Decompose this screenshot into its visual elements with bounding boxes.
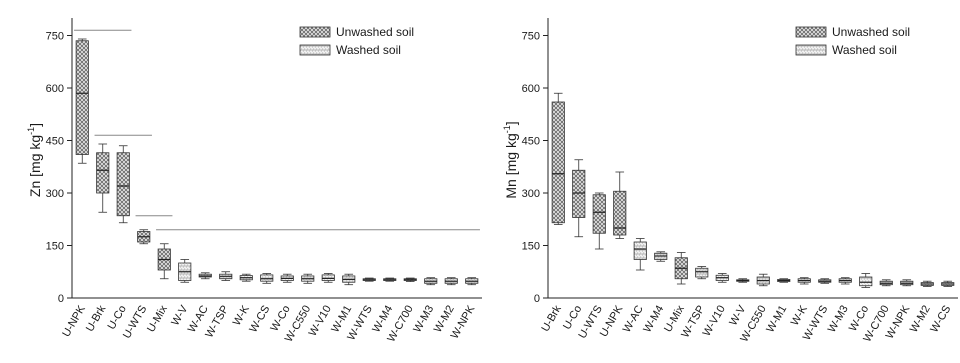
zn-box-u-npk	[75, 38, 89, 164]
box-iqr	[96, 152, 110, 194]
zn-category-label: U-Brk	[84, 303, 109, 334]
mn-box-w-k	[797, 277, 811, 285]
zn-y-tick-label: 450	[46, 136, 64, 148]
zn-box-w-k	[239, 273, 253, 282]
mn-box-w-c700	[879, 279, 893, 287]
mn-y-tick-label: 300	[522, 188, 540, 200]
mn-legend-swatch-unwashed	[795, 26, 827, 38]
mn-box-w-m4	[654, 251, 668, 262]
mn-box-w-m1	[777, 278, 791, 283]
box-iqr	[551, 101, 565, 224]
box-iqr	[572, 169, 586, 218]
mn-legend-swatch-washed	[795, 44, 827, 56]
zn-box-w-v	[178, 259, 192, 283]
zn-box-w-wts	[362, 277, 376, 282]
mn-legend-label-unwashed: Unwashed soil	[832, 25, 910, 39]
zn-box-w-m1	[342, 273, 356, 286]
box-iqr	[859, 276, 873, 287]
zn-box-w-m2	[444, 277, 458, 286]
mn-boxplot-panel: Mn [mg kg-1] Unwashed soil Washed soil 0…	[502, 18, 958, 344]
zn-boxplot-panel: Zn [mg kg-1] Unwashed soil Washed soil 0…	[26, 18, 482, 344]
zn-box-w-c700	[403, 277, 417, 282]
box-iqr	[75, 40, 89, 155]
box-iqr	[613, 190, 627, 236]
mn-box-u-mix	[674, 252, 688, 285]
mn-category-label: W-M1	[764, 304, 789, 335]
zn-legend-label-washed: Washed soil	[336, 43, 401, 57]
mn-box-w-ac	[633, 238, 647, 271]
zn-box-w-m3	[424, 277, 438, 286]
zn-box-w-npk	[465, 277, 479, 286]
box-iqr	[116, 152, 130, 217]
zn-box-u-co	[116, 145, 130, 224]
mn-box-w-c550	[756, 273, 770, 287]
zn-box-w-co	[280, 273, 294, 283]
zn-box-u-mix	[157, 243, 171, 280]
mn-box-w-wts	[818, 278, 832, 284]
zn-y-tick-label: 600	[46, 83, 64, 95]
box-iqr	[633, 241, 647, 260]
mn-category-label: W-M3	[826, 304, 851, 335]
mn-y-tick-label: 600	[522, 83, 540, 95]
mn-legend-label-washed: Washed soil	[832, 43, 897, 57]
box-iqr	[260, 274, 274, 282]
zn-y-tick-label: 150	[46, 241, 64, 253]
mn-box-w-npk	[900, 279, 914, 287]
box-iqr	[592, 194, 606, 234]
mn-box-u-brk	[551, 92, 565, 225]
zn-box-w-tsp	[219, 271, 233, 281]
box-iqr	[695, 267, 709, 278]
zn-box-u-wts	[137, 229, 151, 245]
zn-box-w-m4	[383, 277, 397, 282]
mn-box-w-v	[736, 278, 750, 283]
mn-box-w-v10	[715, 273, 729, 283]
mn-legend: Unwashed soil Washed soil	[795, 25, 910, 57]
zn-category-label: U-NPK	[60, 303, 88, 339]
zn-box-w-v10	[321, 273, 335, 283]
mn-category-label: W-CS	[928, 304, 953, 335]
mn-y-tick-label: 750	[522, 31, 540, 43]
mn-box-u-npk	[613, 171, 627, 239]
mn-y-tick-label: 450	[522, 136, 540, 148]
zn-y-tick-label: 0	[58, 293, 64, 305]
zn-box-u-brk	[96, 143, 110, 213]
zn-box-w-ac	[198, 272, 212, 280]
mn-y-axis-title: Mn [mg kg-1]	[502, 121, 519, 198]
mn-y-tick-label: 150	[522, 241, 540, 253]
zn-y-axis-title: Zn [mg kg-1]	[26, 123, 43, 197]
mn-category-label: U-Brk	[539, 303, 564, 334]
mn-category-label: W-M4	[641, 304, 666, 335]
box-iqr	[321, 274, 335, 281]
mn-box-w-m3	[838, 277, 852, 285]
zn-category-label: W-CS	[247, 304, 272, 335]
mn-box-w-cs	[941, 280, 955, 287]
zn-y-tick-label: 750	[46, 31, 64, 43]
zn-y-tick-label: 300	[46, 188, 64, 200]
mn-y-tick-label: 0	[534, 293, 540, 305]
zn-box-w-cs	[260, 273, 274, 284]
zn-legend: Unwashed soil Washed soil	[299, 25, 414, 57]
mn-box-w-tsp	[695, 266, 709, 280]
zn-box-w-c550	[301, 273, 315, 284]
zn-legend-swatch-unwashed	[299, 26, 331, 38]
mn-box-u-wts	[592, 192, 606, 250]
zn-category-label: U-Mix	[145, 303, 170, 334]
zn-legend-label-unwashed: Unwashed soil	[336, 25, 414, 39]
mn-box-w-m2	[920, 280, 934, 287]
mn-box-w-co	[859, 273, 873, 288]
mn-box-u-co	[572, 159, 586, 238]
zn-legend-swatch-washed	[299, 44, 331, 56]
